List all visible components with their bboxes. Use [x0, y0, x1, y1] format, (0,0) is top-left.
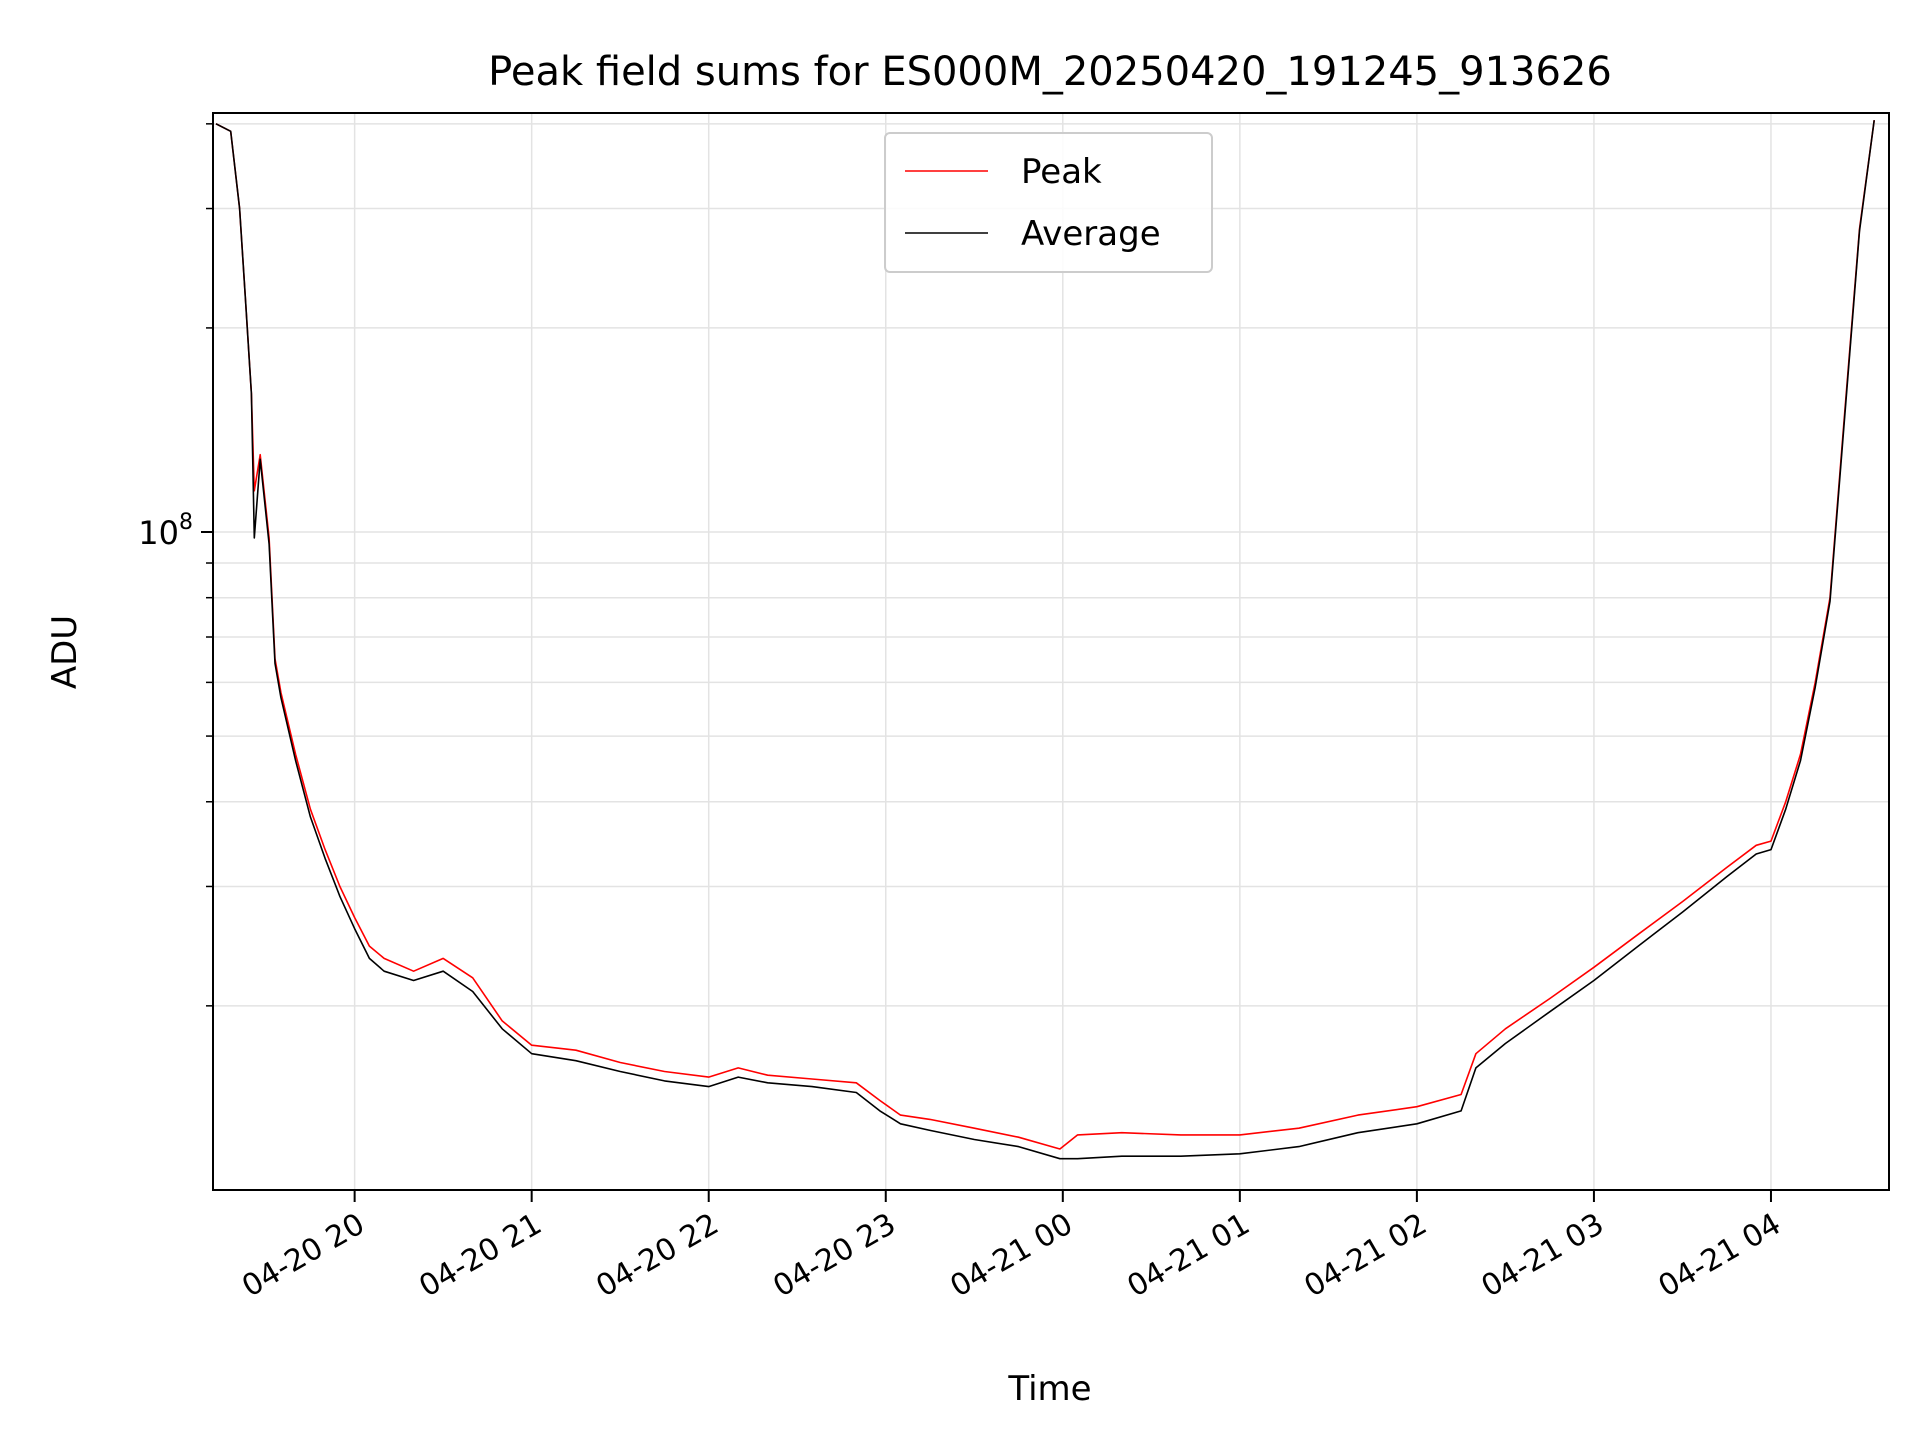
series-line-peak — [215, 120, 1875, 1150]
series-line-average — [215, 120, 1875, 1160]
y-tick-label: 108 — [138, 510, 193, 552]
chart-title: Peak field sums for ES000M_20250420_1912… — [488, 49, 1612, 95]
y-axis-label: ADU — [45, 615, 85, 689]
grid-lines — [213, 113, 1889, 1190]
series-layer — [215, 120, 1875, 1160]
legend-average-label: Average — [1021, 214, 1161, 254]
legend-box — [884, 132, 1213, 273]
y-axis-ticks: 108 — [138, 123, 213, 1007]
plot-frame — [212, 112, 1890, 1191]
legend-peak-label: Peak — [1021, 152, 1102, 192]
x-axis-label: Time — [1007, 1369, 1091, 1409]
legend: Peak Average — [884, 132, 1213, 273]
